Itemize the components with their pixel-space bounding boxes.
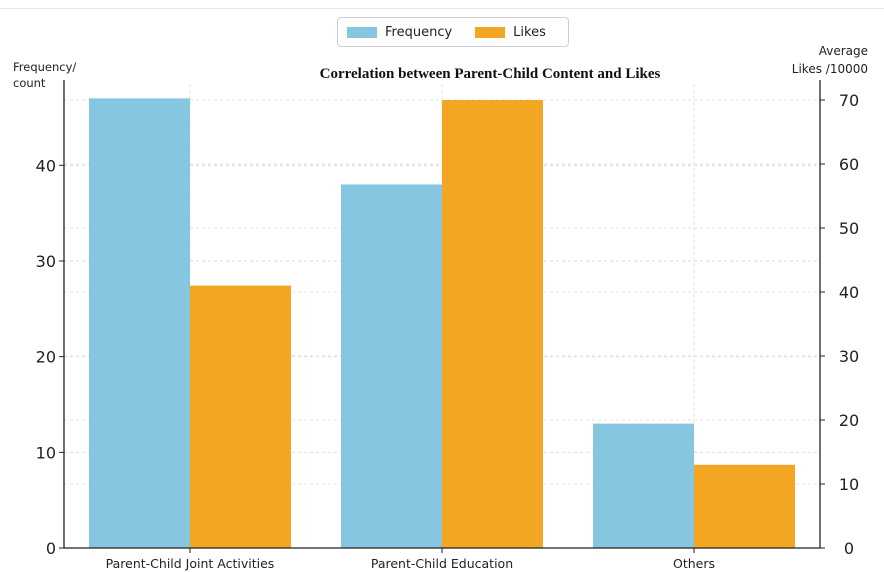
left-tick-label: 10 bbox=[36, 443, 56, 462]
bar-frequency-2 bbox=[341, 184, 442, 548]
left-axis-label: Frequency/ count bbox=[13, 59, 103, 91]
legend-item-likes: Likes bbox=[466, 25, 546, 40]
legend-swatch-likes bbox=[475, 26, 506, 38]
right-tick-label: 70 bbox=[839, 91, 859, 110]
left-axis-label-line2: count bbox=[13, 76, 46, 90]
right-tick-label: 0 bbox=[844, 539, 854, 558]
left-tick-label: 40 bbox=[36, 156, 56, 175]
left-tick-label: 0 bbox=[46, 539, 56, 558]
left-tick-label: 30 bbox=[36, 252, 56, 271]
right-tick-label: 20 bbox=[839, 411, 859, 430]
x-tick-label: Parent-Child Joint Activities bbox=[106, 556, 275, 571]
bar-frequency-1 bbox=[89, 98, 190, 548]
legend-label-likes: Likes bbox=[513, 24, 546, 40]
legend-item-frequency: Frequency bbox=[338, 25, 452, 40]
right-axis-label-line2: Likes /10000 bbox=[791, 62, 868, 76]
bar-likes-2 bbox=[442, 100, 543, 548]
right-axis-label: Average Likes /10000 bbox=[778, 42, 868, 78]
right-tick-label: 50 bbox=[839, 219, 859, 238]
right-tick-label: 60 bbox=[839, 155, 859, 174]
left-tick-label: 20 bbox=[36, 348, 56, 367]
x-tick-label: Others bbox=[673, 556, 715, 571]
right-tick-label: 30 bbox=[839, 347, 859, 366]
bar-frequency-3 bbox=[593, 423, 694, 548]
bar-likes-3 bbox=[694, 464, 795, 548]
top-divider bbox=[0, 8, 884, 9]
legend-swatch-frequency bbox=[347, 26, 377, 38]
right-tick-label: 10 bbox=[839, 475, 859, 494]
x-tick-label: Parent-Child Education bbox=[371, 556, 513, 571]
legend: Frequency Likes bbox=[337, 17, 569, 47]
chart-title: Correlation between Parent-Child Content… bbox=[319, 66, 661, 82]
right-axis-label-line1: Average bbox=[818, 44, 868, 58]
right-tick-label: 40 bbox=[839, 283, 859, 302]
bar-likes-1 bbox=[190, 285, 291, 548]
left-axis-label-line1: Frequency/ bbox=[13, 60, 77, 74]
legend-label-frequency: Frequency bbox=[385, 24, 453, 40]
